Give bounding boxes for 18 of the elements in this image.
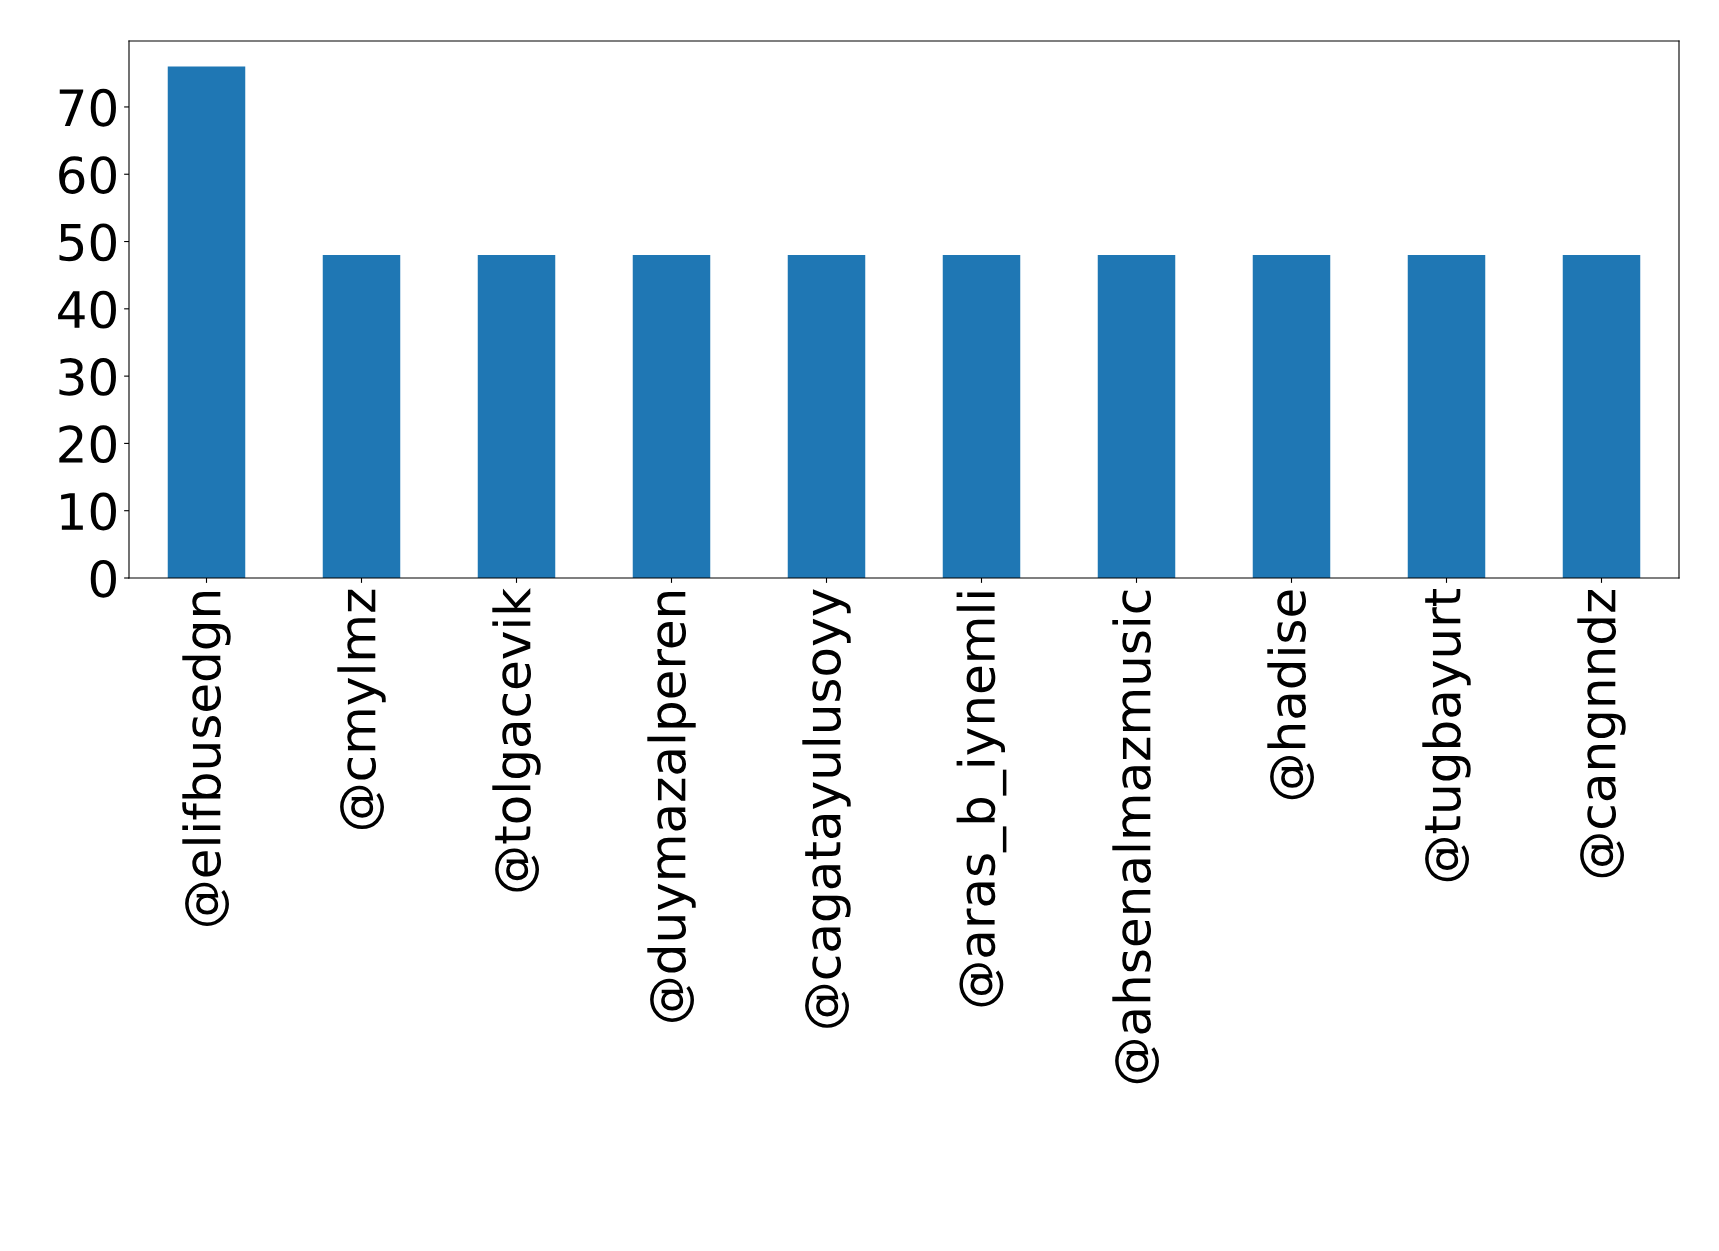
x-tick-label: @ahsenalmazmusic bbox=[1112, 590, 1159, 1084]
x-tick-label: @cmylmz bbox=[337, 589, 386, 830]
y-tick-label: 40 bbox=[58, 290, 116, 329]
y-tick-label: 0 bbox=[90, 559, 116, 598]
x-tick-label: @cagatayulusoyy bbox=[802, 589, 851, 1028]
x-tick-label: @hadise bbox=[1267, 590, 1314, 800]
y-tick-label: 30 bbox=[59, 358, 116, 396]
x-tick-label: @tugbayurt bbox=[1422, 588, 1471, 882]
y-tick-label: 20 bbox=[59, 425, 116, 464]
x-tick-label: @cangnndz bbox=[1577, 589, 1626, 878]
x-tick-label: @elifbusedgn bbox=[182, 591, 231, 926]
x-tick-label: @tolgacevik bbox=[492, 587, 541, 892]
x-tick-label: @duymazalperen bbox=[647, 591, 696, 1022]
y-tick-label: 70 bbox=[59, 88, 116, 127]
x-tick-label: @aras_b_iynemli bbox=[956, 592, 1007, 1007]
y-tick-label: 10 bbox=[61, 492, 116, 531]
y-tick-label: 50 bbox=[59, 223, 116, 262]
y-tick-label: 60 bbox=[59, 156, 116, 194]
